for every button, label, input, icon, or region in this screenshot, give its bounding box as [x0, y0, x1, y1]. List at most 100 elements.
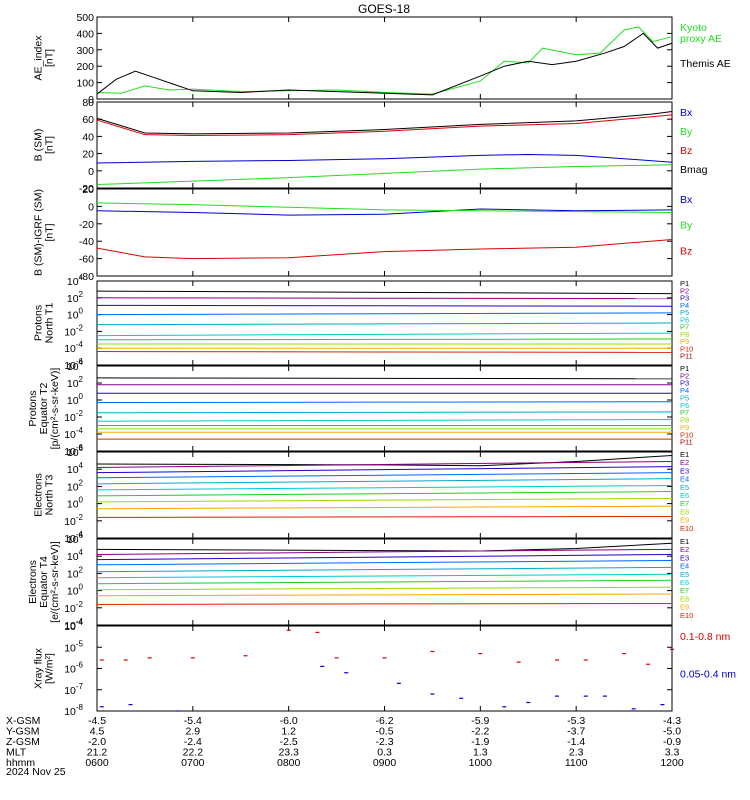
- legend-entry: P1: [680, 364, 689, 373]
- legend-entry: Kyoto proxy AE: [680, 22, 722, 45]
- y-tick-label: 10-4: [64, 618, 83, 633]
- legend-entry: E6: [680, 491, 689, 500]
- legend-entry: By: [680, 126, 693, 138]
- x-row-value: -1.4: [567, 736, 585, 748]
- legend-entry: E7: [680, 499, 689, 508]
- y-tick-label: 20: [82, 184, 94, 196]
- x-row-value: -2.2: [471, 726, 489, 738]
- x-row-label: Z-GSM: [6, 736, 40, 748]
- series-line: [96, 290, 673, 295]
- y-axis-label: Protons: [27, 390, 39, 426]
- y-tick-label: 20: [82, 149, 94, 161]
- y-tick-label: 104: [67, 548, 84, 563]
- y-tick-label: 60: [82, 114, 94, 126]
- y-axis-label: Xray flux: [33, 647, 45, 689]
- series-line: [96, 566, 673, 573]
- x-row-value: -3.7: [567, 726, 585, 738]
- series-line: [96, 322, 673, 326]
- panel-xray: 10-8 10-7 10-6 10-5 10-4 Xray flux [W/m²] 0.1-0…: [33, 618, 737, 718]
- y-axis-label: [nT]: [44, 223, 56, 241]
- y-tick-label: 200: [76, 61, 94, 73]
- legend-entry: E4: [680, 562, 689, 571]
- y-tick-label: 40: [82, 131, 94, 143]
- legend-entry: E5: [680, 570, 689, 579]
- series-line: [96, 603, 673, 605]
- y-axis-label: AE_index: [33, 35, 45, 81]
- y-axis-label: B (SM)-IGRF (SM): [33, 189, 45, 276]
- legend-entry: E8: [680, 507, 689, 516]
- legend-entry: Bx: [680, 194, 693, 206]
- y-tick-label: 10-4: [64, 340, 83, 355]
- y-tick-label: 300: [76, 45, 94, 57]
- y-tick-label: 102: [67, 375, 84, 390]
- x-row-value: 22.2: [183, 747, 204, 759]
- y-axis-label: North T1: [44, 303, 56, 344]
- series-line: [96, 505, 673, 510]
- series-line: [96, 238, 673, 260]
- x-row-value: 1.3: [473, 747, 488, 759]
- y-tick-label: 10-5: [64, 639, 83, 654]
- series-line: [96, 542, 673, 552]
- y-tick-label: 100: [76, 78, 94, 90]
- y-tick-label: 10-8: [64, 703, 83, 718]
- legend-entry: P5: [680, 393, 689, 402]
- legend-entry: Bmag: [680, 164, 708, 176]
- x-row-value: 1000: [469, 757, 493, 769]
- x-row-value: 0800: [277, 757, 301, 769]
- series-line: [96, 454, 673, 467]
- legend-entry: P9: [680, 337, 689, 346]
- series-line: [96, 164, 673, 186]
- y-tick-label: -40: [79, 236, 94, 248]
- chart-title: GOES-18: [358, 2, 410, 16]
- legend-entry: P4: [680, 386, 689, 395]
- y-tick-label: 104: [67, 273, 84, 288]
- legend-entry: E9: [680, 603, 689, 612]
- legend-entry: 0.1-0.8 nm: [680, 631, 730, 643]
- x-row-value: 2.3: [569, 747, 584, 759]
- series-line: [96, 485, 673, 491]
- legend-entry: P7: [680, 323, 689, 332]
- y-axis-label: [e/(cm²-s-sr-keV)]: [49, 541, 61, 623]
- y-axis-label: [nT]: [44, 49, 56, 67]
- legend-entry: E2: [680, 458, 689, 467]
- x-row-value: -5.4: [184, 715, 202, 727]
- y-tick-label: 0: [88, 166, 94, 178]
- legend-entry: P5: [680, 308, 689, 317]
- legend-entry: E3: [680, 553, 689, 562]
- series-line: [96, 332, 673, 337]
- series-line: [96, 304, 673, 307]
- series-line: [96, 338, 673, 341]
- series-line: [96, 377, 673, 380]
- x-row-value: 1.2: [281, 726, 296, 738]
- x-row-value: -2.3: [375, 736, 393, 748]
- x-row-value: -6.0: [280, 715, 298, 727]
- y-tick-label: 102: [67, 478, 84, 493]
- series-line: [96, 208, 673, 216]
- y-tick-label: 102: [67, 565, 84, 580]
- series-line: [96, 401, 673, 404]
- y-tick-label: 10-2: [64, 513, 83, 528]
- series-line: [96, 110, 673, 135]
- x-row-value: 0.3: [377, 747, 392, 759]
- x-row-value: -6.2: [375, 715, 393, 727]
- y-tick-label: 80: [82, 97, 94, 109]
- legend-entry: P6: [680, 315, 689, 324]
- y-tick-label: 100: [67, 583, 84, 598]
- x-row-value: -5.9: [471, 715, 489, 727]
- x-row-value: 0900: [373, 757, 397, 769]
- series-line: [96, 516, 673, 518]
- panel-bigrf: -80 -60 -40 -20 0 20 B (SM)-IGRF (SM) [nT] Bx By B…: [33, 184, 694, 283]
- legend-entry: E1: [680, 537, 689, 546]
- legend-entry: E10: [680, 524, 693, 533]
- y-tick-label: 102: [67, 290, 84, 305]
- x-row-value: 4.5: [90, 726, 105, 738]
- x-row-value: -5.3: [567, 715, 585, 727]
- legend-entry: P4: [680, 301, 689, 310]
- x-row-value: -0.9: [663, 736, 681, 748]
- y-tick-label: 0: [88, 201, 94, 213]
- y-axis-label: North T3: [44, 475, 56, 516]
- series-line: [96, 460, 673, 468]
- x-axis-table: X-GSM -4.5 -5.4 -6.0 -6.2 -5.9 -5.3 -4.3 Y-GSM 4.…: [6, 715, 684, 769]
- series-line: [96, 419, 673, 422]
